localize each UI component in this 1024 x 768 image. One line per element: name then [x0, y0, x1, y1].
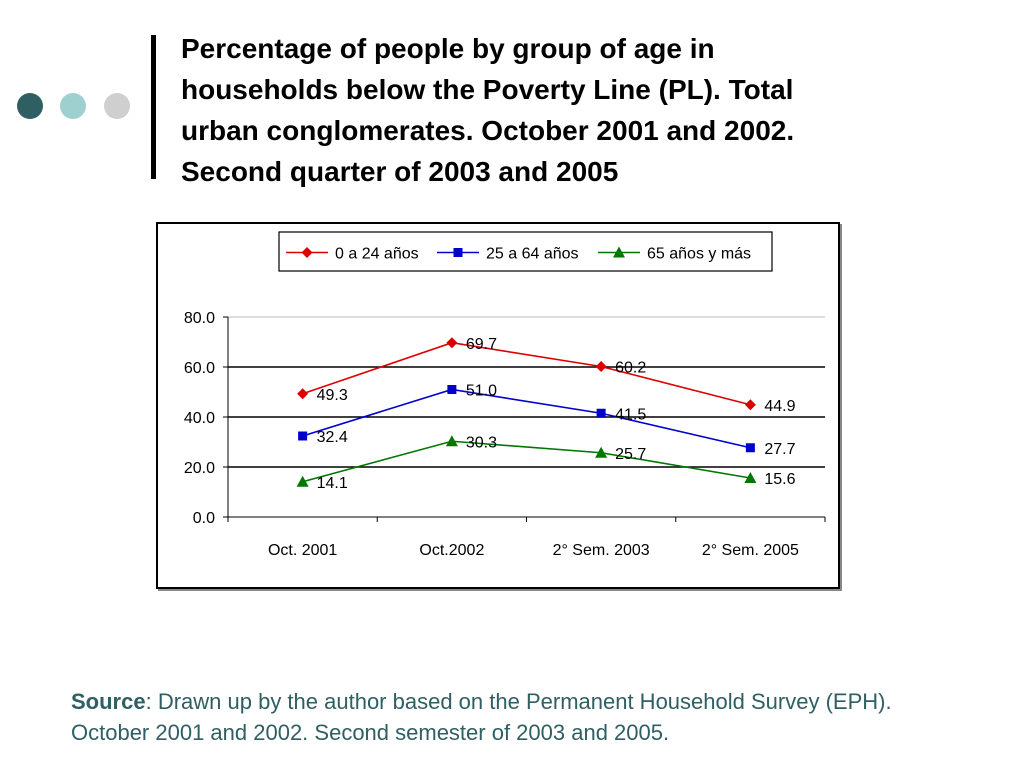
data-label: 32.4: [317, 429, 348, 446]
series-line: [302, 341, 751, 406]
legend-swatch-marker: [453, 248, 463, 257]
source-label: Source: [71, 689, 146, 714]
legend-swatch-marker: [613, 246, 625, 258]
title-line-1: Percentage of people by group of age in: [181, 33, 715, 64]
data-point: [595, 361, 607, 372]
legend-entry: 25 a 64 años: [486, 246, 579, 263]
data-label: 15.6: [764, 471, 795, 488]
title-accent-bar: [151, 35, 156, 179]
data-label: 69.7: [466, 336, 497, 353]
x-tick-label: Oct. 2001: [268, 542, 337, 559]
slide-title: Percentage of people by group of age in …: [181, 28, 981, 192]
y-tick-label: 20.0: [184, 460, 215, 477]
legend-swatch-marker: [301, 247, 313, 258]
data-label: 41.5: [615, 406, 646, 423]
chart-container: 0.0 20.0 40.0 60.0 80.0 Oct. 2001 Oct.2002 2° S…: [156, 222, 840, 589]
line-chart: 0.0 20.0 40.0 60.0 80.0 Oct. 2001 Oct.2002 2° S…: [184, 231, 826, 559]
series-line: [302, 388, 751, 449]
data-point: [298, 431, 308, 441]
data-label: 14.1: [317, 475, 348, 492]
x-tick-label: 2° Sem. 2005: [702, 542, 799, 559]
data-label: 30.3: [466, 434, 497, 451]
data-point: [296, 475, 309, 487]
y-tick-label: 60.0: [184, 360, 215, 377]
data-label: 44.9: [764, 398, 795, 415]
x-tick-label: Oct.2002: [419, 542, 484, 559]
data-point: [744, 399, 756, 411]
data-label: 49.3: [317, 387, 348, 404]
data-point: [744, 472, 757, 483]
data-point: [297, 388, 309, 400]
x-tick-label: 2° Sem. 2003: [553, 542, 650, 559]
series-line: [302, 440, 751, 483]
title-line-4: Second quarter of 2003 and 2005: [181, 156, 619, 187]
source-note: Source: Drawn up by the author based on …: [71, 686, 971, 748]
data-point: [745, 443, 755, 453]
y-tick-label: 80.0: [184, 310, 215, 327]
data-label: 60.2: [615, 360, 646, 377]
title-line-2: households below the Poverty Line (PL). …: [181, 74, 794, 105]
data-point: [447, 385, 457, 394]
y-tick-label: 0.0: [193, 510, 215, 527]
data-point: [595, 446, 608, 458]
decorative-dot-gray: [104, 93, 130, 119]
data-label: 27.7: [764, 441, 795, 458]
data-label: 51.0: [466, 383, 497, 400]
data-point: [596, 408, 606, 418]
legend-entry: 0 a 24 años: [335, 246, 419, 263]
decorative-dot-dark: [17, 93, 43, 119]
legend-entry: 65 años y más: [647, 246, 751, 263]
legend-box: [278, 231, 773, 272]
data-label: 25.7: [615, 446, 646, 463]
data-point: [446, 337, 458, 349]
title-line-3: urban conglomerates. October 2001 and 20…: [181, 115, 795, 146]
decorative-dot-light: [60, 93, 86, 119]
y-tick-label: 40.0: [184, 410, 215, 427]
data-point: [445, 435, 458, 447]
source-text: : Drawn up by the author based on the Pe…: [71, 689, 892, 745]
